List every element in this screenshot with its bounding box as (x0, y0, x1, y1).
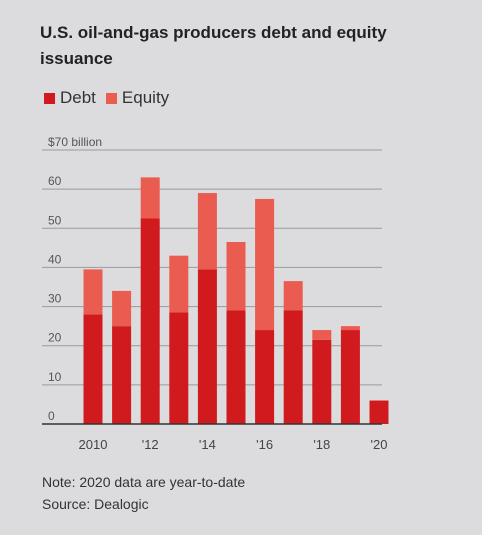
y-tick-label: 0 (48, 409, 55, 423)
bar-debt-2016 (255, 330, 275, 424)
x-tick-label: '16 (256, 437, 273, 452)
bar-debt-2018 (312, 339, 332, 424)
bar-debt-2012 (140, 218, 160, 424)
x-tick-label: '12 (142, 437, 159, 452)
bar-debt-2017 (283, 310, 303, 424)
bar-equity-2017 (283, 281, 303, 311)
x-tick-label: '20 (371, 437, 388, 452)
y-tick-label: 30 (48, 292, 62, 306)
bar-debt-2015 (226, 310, 246, 424)
legend-item-equity: Equity (105, 88, 170, 108)
chart-title: U.S. oil-and-gas producers debt and equi… (40, 23, 387, 68)
legend: Debt Equity (44, 88, 179, 108)
bar-debt-2020 (369, 400, 389, 424)
bar-equity-2015 (226, 241, 246, 311)
y-tick-label: $70 billion (48, 135, 102, 149)
x-tick-label: '18 (313, 437, 330, 452)
bar-equity-2010 (83, 269, 103, 315)
bar-equity-2018 (312, 330, 332, 340)
legend-label-equity: Equity (121, 88, 170, 107)
bar-equity-2011 (112, 290, 132, 327)
y-tick-label: 10 (48, 370, 62, 384)
bar-equity-2014 (197, 193, 217, 270)
note-text: Note: 2020 data are year-to-date (42, 474, 246, 490)
x-tick-label: '14 (199, 437, 216, 452)
bar-equity-2013 (169, 255, 189, 313)
y-tick-label: 20 (48, 331, 62, 345)
bar-debt-2010 (83, 314, 103, 424)
legend-swatch-equity (105, 92, 117, 104)
legend-item-debt: Debt (44, 88, 96, 108)
bar-debt-2013 (169, 312, 189, 424)
x-tick-label: 2010 (79, 437, 108, 452)
bar-equity-2016 (255, 198, 275, 331)
bar-debt-2011 (112, 326, 132, 424)
y-tick-label: 50 (48, 213, 62, 227)
source-text: Source: Dealogic (42, 496, 149, 512)
bar-equity-2019 (340, 326, 360, 331)
legend-label-debt: Debt (60, 88, 96, 107)
y-tick-label: 60 (48, 174, 62, 188)
bar-debt-2014 (197, 269, 217, 424)
legend-swatch-debt (44, 92, 55, 104)
bar-debt-2019 (340, 330, 360, 424)
bar-equity-2012 (140, 177, 160, 219)
chart-notes: Note: 2020 data are year-to-date Source:… (42, 471, 245, 515)
y-tick-label: 40 (48, 252, 62, 266)
